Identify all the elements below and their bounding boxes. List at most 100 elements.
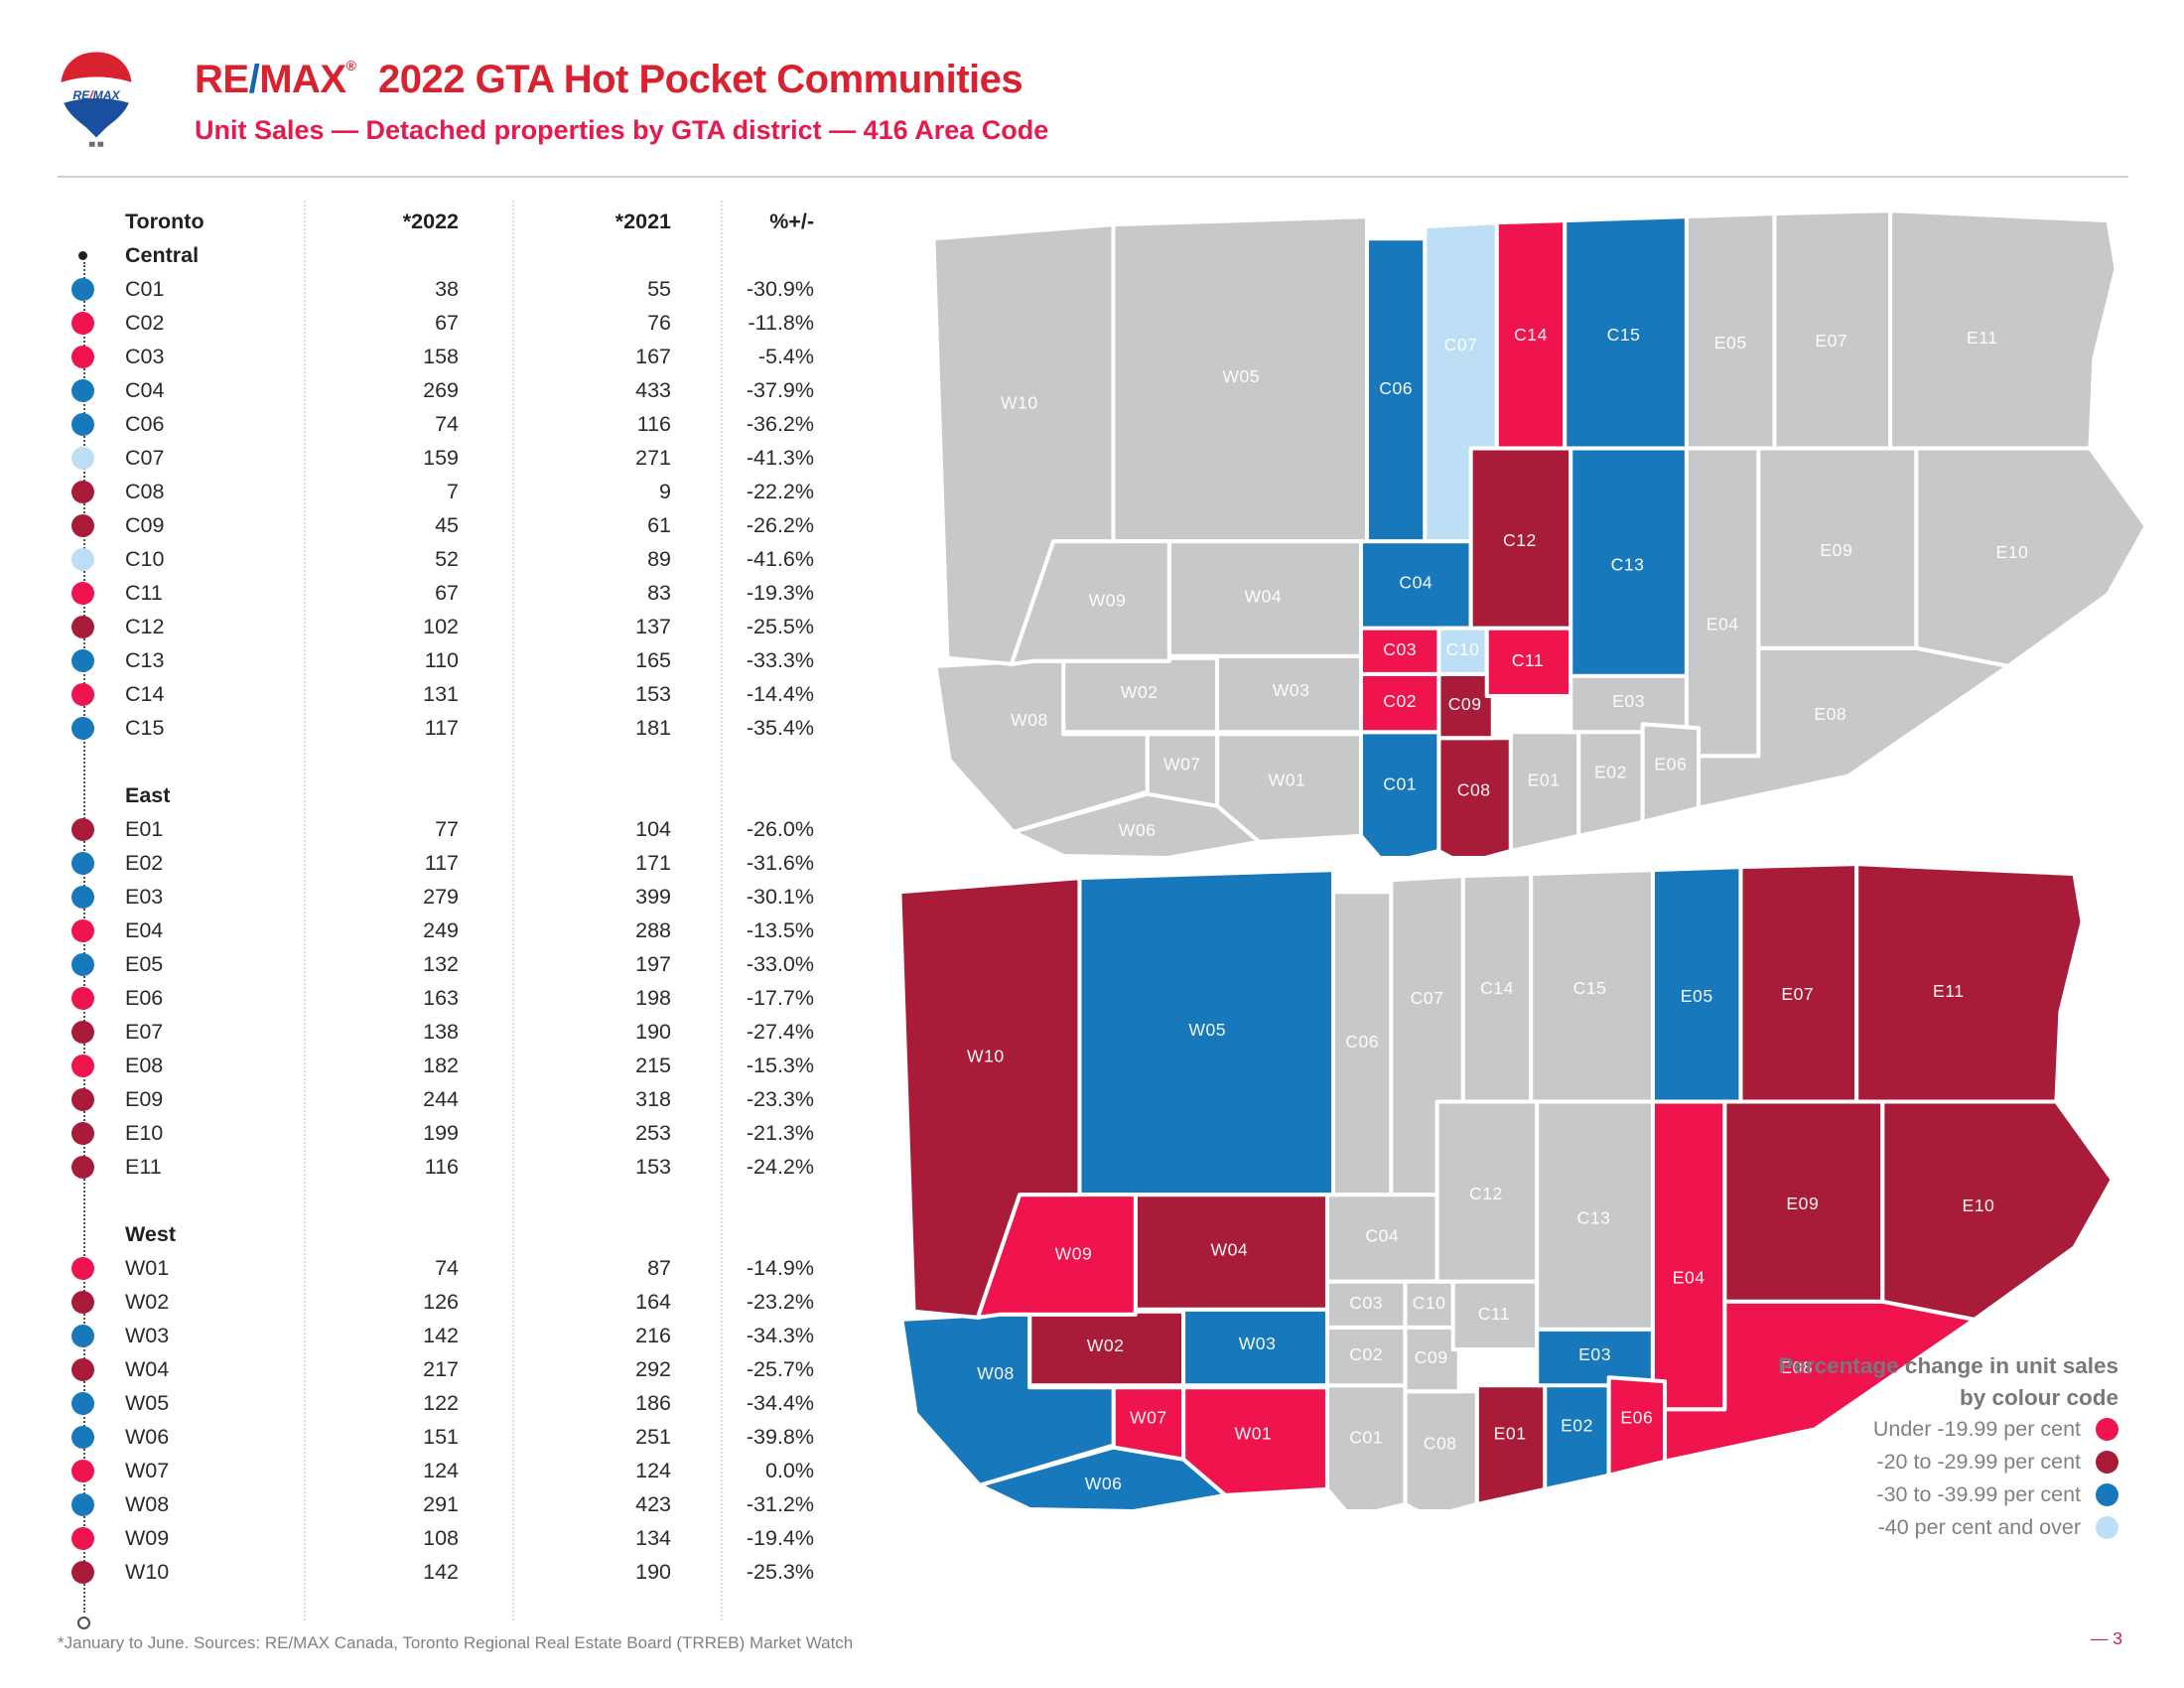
map2-district-e05 bbox=[1650, 865, 1743, 1104]
value-2022: 67 bbox=[435, 580, 459, 605]
page-title-text: 2022 GTA Hot Pocket Communities bbox=[378, 58, 1024, 101]
map2-district-label-w09: W09 bbox=[1055, 1243, 1093, 1263]
map2-district-c01 bbox=[1324, 1383, 1408, 1509]
value-2021: 423 bbox=[635, 1491, 671, 1516]
legend-label: Under -19.99 per cent bbox=[1872, 1417, 2081, 1441]
page-title: RE/MAX® 2022 GTA Hot Pocket Communities bbox=[195, 58, 1024, 102]
value-pct: -25.3% bbox=[746, 1559, 814, 1584]
map1-district-e05 bbox=[1684, 211, 1777, 451]
map2-district-label-e07: E07 bbox=[1781, 984, 1814, 1004]
table-row: W10 142 190 -25.3% bbox=[60, 1555, 844, 1589]
category-dot-crimson bbox=[70, 513, 94, 537]
value-2021: 171 bbox=[635, 850, 671, 875]
value-2022: 117 bbox=[424, 850, 459, 875]
value-2021: 181 bbox=[635, 715, 671, 740]
district-code: C04 bbox=[125, 377, 165, 402]
map2-district-label-c07: C07 bbox=[1411, 988, 1444, 1008]
dot-column bbox=[60, 1087, 105, 1111]
table-row: C14 131 153 -14.4% bbox=[60, 677, 844, 711]
value-2022: 126 bbox=[423, 1289, 459, 1314]
table-column-separator bbox=[304, 201, 306, 1620]
map1-district-label-c02: C02 bbox=[1383, 691, 1417, 711]
map1-district-c01 bbox=[1358, 730, 1441, 856]
value-pct: -22.2% bbox=[746, 479, 814, 503]
value-pct: -41.3% bbox=[746, 445, 814, 470]
header-divider bbox=[58, 176, 2128, 178]
legend-item: Under -19.99 per cent bbox=[1563, 1413, 2118, 1446]
category-dot-pink bbox=[70, 345, 94, 368]
category-dot-crimson bbox=[70, 1087, 94, 1111]
column-header-2022: *2022 bbox=[402, 209, 459, 233]
legend-item: -40 per cent and over bbox=[1563, 1511, 2118, 1544]
balloon-basket bbox=[97, 141, 104, 147]
dot-column bbox=[60, 311, 105, 335]
value-pct: -24.2% bbox=[746, 1154, 814, 1179]
map1-district-label-c01: C01 bbox=[1383, 774, 1417, 794]
dot-column bbox=[60, 1526, 105, 1550]
map2-district-label-c06: C06 bbox=[1345, 1032, 1379, 1052]
table-row: E01 77 104 -26.0% bbox=[60, 812, 844, 846]
value-pct: -11.8% bbox=[748, 310, 814, 335]
value-pct: -5.4% bbox=[757, 344, 814, 368]
table-row: W03 142 216 -34.3% bbox=[60, 1319, 844, 1352]
value-2022: 151 bbox=[423, 1424, 459, 1449]
dot-column bbox=[60, 1121, 105, 1145]
map1-district-label-e11: E11 bbox=[1967, 328, 1998, 348]
section-start-bullet bbox=[77, 250, 87, 260]
value-2022: 52 bbox=[435, 546, 459, 571]
district-code: E07 bbox=[125, 1019, 164, 1044]
value-2021: 55 bbox=[647, 276, 671, 301]
value-2021: 153 bbox=[635, 681, 671, 706]
map1-district-label-c11: C11 bbox=[1512, 650, 1544, 670]
map1-district-label-e07: E07 bbox=[1815, 331, 1847, 351]
category-dot-lightblue bbox=[70, 446, 94, 470]
dot-column bbox=[60, 1492, 105, 1516]
dot-column bbox=[60, 250, 105, 260]
map2-district-e07 bbox=[1738, 862, 1859, 1104]
value-pct: -30.1% bbox=[746, 884, 814, 909]
category-dot-blue bbox=[70, 885, 94, 909]
table-row: C04 269 433 -37.9% bbox=[60, 373, 844, 407]
balloon-basket bbox=[88, 141, 95, 147]
category-dot-blue bbox=[70, 648, 94, 672]
map2-district-label-c13: C13 bbox=[1577, 1207, 1611, 1227]
value-2021: 190 bbox=[635, 1559, 671, 1584]
value-2022: 117 bbox=[424, 715, 459, 740]
dot-column bbox=[60, 1054, 105, 1077]
district-table: Toronto *2022 *2021 %+/- Central C01 38 55 -30.9… bbox=[60, 205, 844, 1589]
district-code: E02 bbox=[125, 850, 164, 875]
dot-column bbox=[60, 615, 105, 638]
dot-column bbox=[60, 1020, 105, 1044]
balloon-blue-band bbox=[61, 98, 132, 138]
dot-column bbox=[60, 682, 105, 706]
map1-district-label-e03: E03 bbox=[1612, 691, 1645, 711]
category-dot-crimson bbox=[70, 1121, 94, 1145]
value-2021: 190 bbox=[635, 1019, 671, 1044]
table-row: C10 52 89 -41.6% bbox=[60, 542, 844, 576]
table-row: E05 132 197 -33.0% bbox=[60, 947, 844, 981]
table-region-header: Toronto bbox=[125, 209, 205, 233]
map2-district-label-c08: C08 bbox=[1424, 1434, 1457, 1454]
map2-district-label-c09: C09 bbox=[1415, 1347, 1448, 1367]
value-2022: 269 bbox=[423, 377, 459, 402]
district-code: C03 bbox=[125, 344, 165, 368]
value-pct: -23.2% bbox=[746, 1289, 814, 1314]
table-row: W01 74 87 -14.9% bbox=[60, 1251, 844, 1285]
table-row: C13 110 165 -33.3% bbox=[60, 643, 844, 677]
dot-column bbox=[60, 851, 105, 875]
column-header-pct: %+/- bbox=[769, 209, 814, 233]
category-dot-blue bbox=[70, 716, 94, 740]
district-code: E08 bbox=[125, 1053, 164, 1077]
table-row: E07 138 190 -27.4% bbox=[60, 1015, 844, 1049]
value-2022: 159 bbox=[423, 445, 459, 470]
map1-district-label-w04: W04 bbox=[1245, 586, 1283, 606]
value-2021: 134 bbox=[635, 1525, 671, 1550]
category-dot-lightblue bbox=[70, 547, 94, 571]
value-2022: 279 bbox=[423, 884, 459, 909]
district-code: E09 bbox=[125, 1086, 164, 1111]
category-dot-blue bbox=[70, 952, 94, 976]
value-2021: 87 bbox=[647, 1255, 671, 1280]
map1-district-label-w05: W05 bbox=[1222, 366, 1260, 386]
value-pct: -34.4% bbox=[746, 1390, 814, 1415]
map2-district-label-c15: C15 bbox=[1573, 978, 1607, 998]
